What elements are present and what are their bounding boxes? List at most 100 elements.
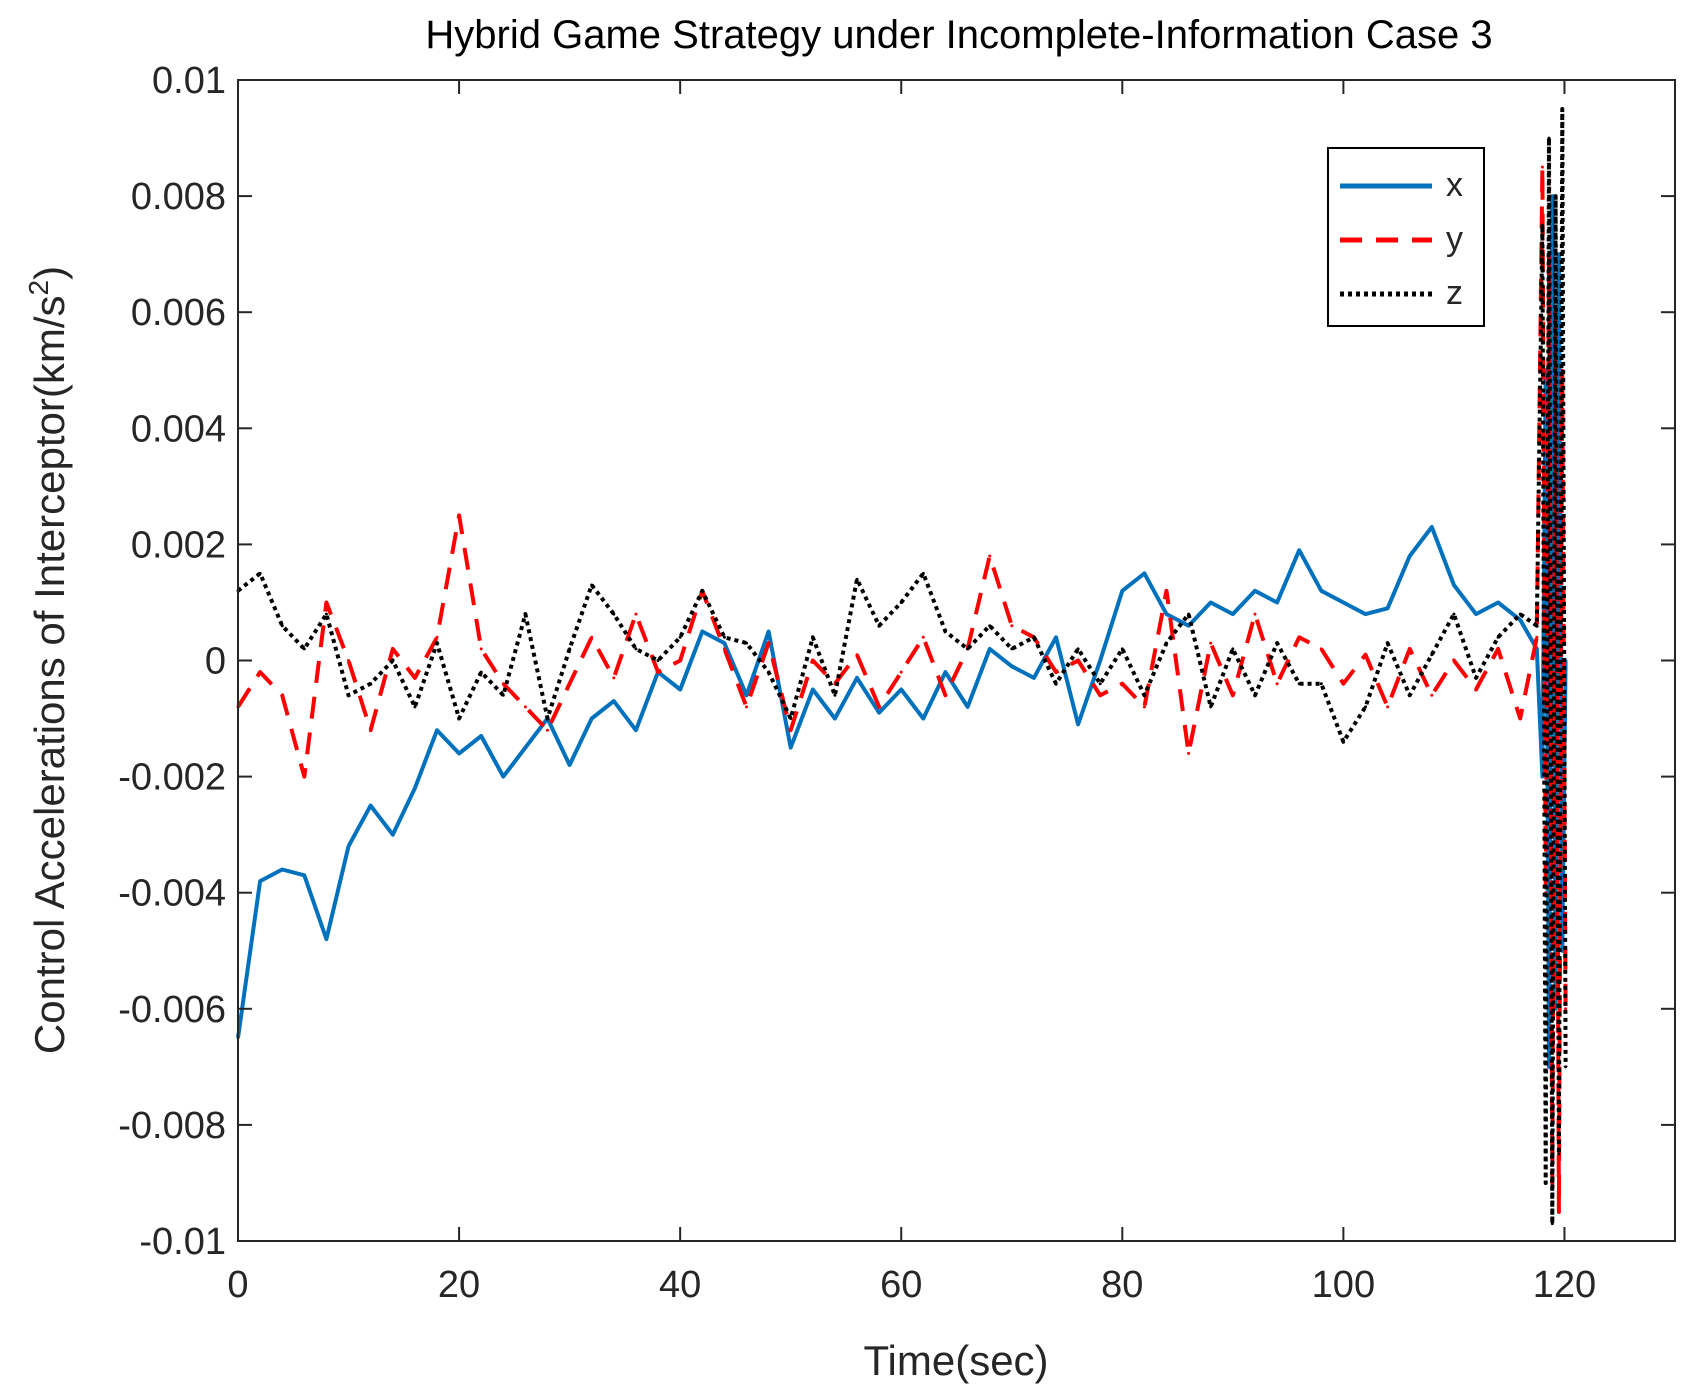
data-point-x — [1076, 722, 1080, 726]
data-point-y — [789, 728, 793, 732]
data-point-x — [1341, 601, 1345, 604]
series-line-x — [236, 194, 1568, 1069]
data-point-x — [1142, 571, 1146, 575]
data-point-z — [1474, 676, 1478, 680]
data-layer — [236, 107, 1568, 1226]
legend-label-x: x — [1446, 166, 1463, 204]
data-point-y — [1142, 705, 1146, 709]
data-point-x — [1275, 601, 1279, 604]
data-point-z — [590, 583, 594, 587]
data-point-y — [1557, 1210, 1561, 1214]
data-point-x — [1010, 664, 1014, 668]
data-point-z — [1564, 1065, 1568, 1069]
data-point-x — [1319, 589, 1323, 593]
data-point-x — [302, 873, 306, 877]
data-point-z — [1054, 682, 1058, 686]
data-point-z — [1253, 693, 1257, 697]
data-point-z — [1098, 682, 1102, 686]
x-tick-label: 0 — [227, 1264, 248, 1306]
data-point-x — [1165, 612, 1168, 616]
data-point-z — [413, 705, 417, 709]
data-point-z — [391, 659, 395, 662]
data-point-y — [501, 682, 505, 686]
data-point-y — [347, 659, 350, 662]
data-point-z — [966, 647, 970, 651]
data-point-y — [391, 647, 395, 651]
data-point-z — [1187, 612, 1191, 616]
data-point-x — [833, 717, 837, 720]
data-point-y — [1165, 589, 1168, 593]
data-point-y — [1319, 647, 1323, 651]
data-point-y — [280, 693, 284, 697]
data-point-z — [1231, 647, 1235, 651]
y-tick-label: 0.006 — [131, 292, 226, 334]
data-point-y — [546, 728, 549, 732]
data-point-y — [1364, 653, 1367, 657]
data-point-z — [877, 624, 881, 628]
data-point-y — [1231, 693, 1235, 697]
x-tick-label: 40 — [659, 1264, 701, 1306]
data-point-y — [1452, 659, 1456, 662]
data-point-y — [1275, 682, 1279, 686]
data-point-x — [811, 688, 815, 691]
y-tick-label: 0.01 — [152, 60, 226, 102]
data-point-z — [943, 630, 947, 633]
data-point-z — [745, 641, 748, 645]
data-point-z — [1120, 647, 1124, 651]
data-point-x — [722, 641, 726, 645]
data-point-z — [280, 624, 284, 628]
data-point-z — [1550, 1222, 1554, 1226]
x-tick-label: 120 — [1533, 1264, 1596, 1306]
data-point-y — [435, 635, 439, 639]
legend-label-y: y — [1446, 220, 1463, 258]
data-point-z — [722, 635, 726, 639]
data-point-x — [1518, 618, 1522, 622]
data-point-x — [324, 937, 328, 941]
data-point-y — [722, 647, 726, 651]
data-point-x — [590, 717, 594, 720]
data-point-x — [523, 746, 527, 750]
data-point-z — [457, 717, 461, 720]
data-point-x — [1209, 601, 1213, 604]
data-point-x — [966, 705, 970, 709]
data-point-z — [258, 571, 262, 575]
x-tick-label: 100 — [1312, 1264, 1375, 1306]
data-point-z — [700, 589, 704, 593]
data-point-y — [855, 653, 859, 657]
data-point-y — [767, 641, 771, 645]
data-point-x — [612, 699, 616, 703]
data-point-x — [1550, 194, 1554, 198]
data-point-z — [678, 635, 682, 639]
data-point-x — [391, 833, 395, 837]
data-point-z — [1547, 136, 1551, 140]
data-point-x — [700, 630, 704, 633]
data-point-y — [369, 728, 373, 732]
data-point-z — [988, 624, 992, 628]
data-point-z — [369, 682, 373, 686]
data-point-x — [855, 676, 859, 680]
data-point-x — [745, 693, 748, 697]
data-point-z — [1540, 223, 1544, 227]
data-point-y — [988, 554, 992, 558]
y-axis-label-close: ) — [26, 266, 73, 280]
series-line-z — [236, 107, 1568, 1226]
data-point-x — [1231, 612, 1235, 616]
legend-label-z: z — [1446, 274, 1463, 312]
data-point-y — [413, 676, 417, 680]
y-tick-label: 0.008 — [131, 176, 226, 218]
data-point-x — [1386, 606, 1390, 610]
data-point-z — [789, 717, 793, 720]
data-point-x — [634, 728, 638, 732]
data-point-z — [546, 717, 549, 720]
data-point-y — [1408, 647, 1412, 651]
x-tick-label: 80 — [1101, 1264, 1143, 1306]
data-point-x — [921, 717, 925, 720]
y-tick-label: 0 — [205, 641, 226, 683]
data-point-x — [1253, 589, 1257, 593]
data-point-x — [568, 763, 572, 767]
data-point-y — [1496, 647, 1500, 651]
data-point-y — [678, 659, 682, 662]
data-point-x — [1452, 583, 1456, 587]
data-point-y — [258, 670, 262, 674]
data-point-z — [1341, 740, 1345, 744]
